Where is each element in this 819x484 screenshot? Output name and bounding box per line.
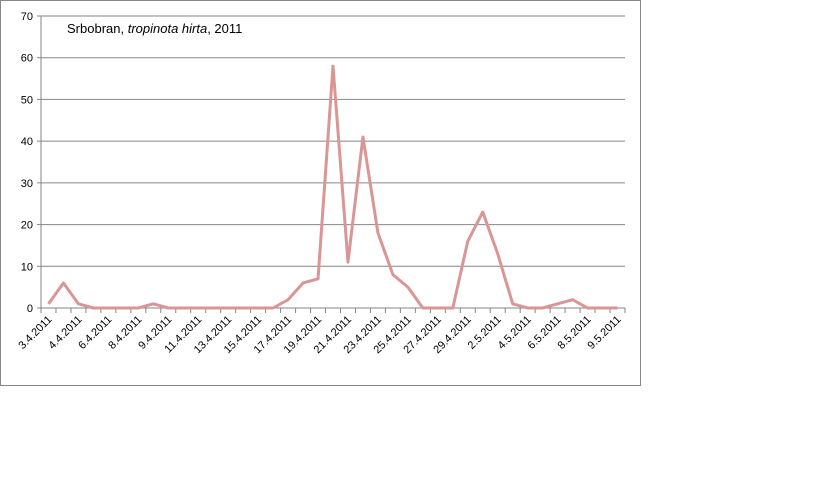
y-tick-label: 40 [21,136,33,148]
y-tick-label: 0 [27,303,33,315]
title-part: Srbobran, [67,21,128,36]
y-tick-label: 60 [21,53,33,65]
chart-border [0,0,641,386]
chart-title: Srbobran, tropinota hirta, 2011 [67,21,242,36]
y-tick-label: 70 [21,11,33,23]
y-tick-label: 50 [21,94,33,106]
data-line [47,64,618,310]
title-part: tropinota hirta [128,21,208,36]
y-tick-label: 10 [21,261,33,273]
y-tick-label: 30 [21,178,33,190]
y-tick-label: 20 [21,220,33,232]
title-part: , 2011 [207,21,242,36]
